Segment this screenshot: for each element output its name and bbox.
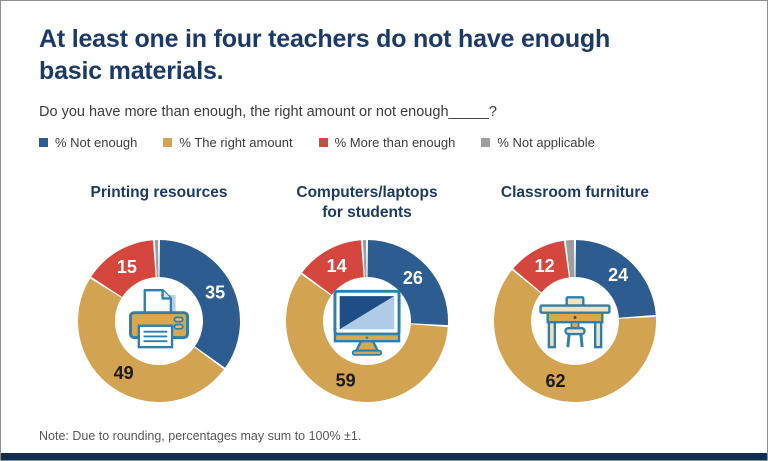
- legend-label: % Not applicable: [497, 135, 595, 150]
- chart-title: Classroom furniture: [500, 184, 650, 201]
- donut-segment-not-applicable: [154, 240, 159, 278]
- donut-chart-classroom-furniture: Classroom furniture 24 62 12: [467, 183, 683, 404]
- legend-label: % More than enough: [334, 135, 456, 150]
- donut-printing-resources: 35 49 15: [76, 238, 242, 404]
- segment-value-label: 49: [114, 363, 134, 383]
- segment-value-label: 24: [608, 265, 628, 285]
- desk-icon: [537, 283, 613, 359]
- donut-svg: 26 59 14: [285, 240, 449, 402]
- segment-value-label: 35: [205, 282, 225, 302]
- segment-value-label: 62: [545, 371, 565, 391]
- donut-computers-laptops: 26 59 14: [284, 238, 450, 404]
- donut-chart-computers-laptops: Computers/laptops for students 26 59 14: [259, 183, 475, 404]
- legend-item-more-than-enough: % More than enough: [318, 135, 456, 150]
- segment-value-label: 15: [117, 257, 137, 277]
- legend-swatch-right-amount: [163, 138, 173, 147]
- donut-segment-more-than-enough: [91, 240, 156, 297]
- donut-segment-not-applicable: [362, 240, 367, 278]
- legend-swatch-not-enough: [39, 138, 48, 147]
- rounding-note: Note: Due to rounding, percentages may s…: [39, 429, 362, 443]
- printer-icon: [121, 283, 197, 359]
- donut-segment-not-enough: [575, 240, 656, 318]
- segment-value-label: 26: [403, 268, 423, 288]
- legend-item-not-enough: % Not enough: [39, 135, 137, 150]
- donut-chart-printing-resources: Printing resources 35 49 15: [51, 183, 267, 404]
- donut-segment-right-amount: [494, 270, 657, 402]
- chart-legend: % Not enough % The right amount % More t…: [39, 135, 595, 150]
- legend-label: % Not enough: [55, 135, 138, 150]
- segment-value-label: 59: [336, 370, 356, 390]
- donut-segment-right-amount: [285, 274, 448, 402]
- legend-label: % The right amount: [179, 135, 293, 150]
- donut-segment-not-enough: [159, 240, 241, 368]
- chart-title: Printing resources: [90, 184, 228, 201]
- computer-icon: [329, 283, 405, 359]
- legend-swatch-not-applicable: [481, 138, 491, 147]
- donut-segment-more-than-enough: [513, 240, 569, 293]
- donut-segment-not-applicable: [565, 240, 575, 278]
- donut-segment-not-enough: [367, 240, 449, 326]
- chart-title: Computers/laptops for students: [296, 184, 438, 221]
- donut-svg: 24 62 12: [494, 240, 657, 402]
- donut-classroom-furniture: 24 62 12: [492, 238, 658, 404]
- donut-svg: 35 49 15: [77, 240, 241, 403]
- page-title: At least one in four teachers do not hav…: [39, 25, 611, 85]
- donut-segment-right-amount: [77, 278, 224, 403]
- legend-item-not-applicable: % Not applicable: [481, 135, 595, 150]
- bottom-accent-bar: [1, 453, 767, 460]
- legend-item-right-amount: % The right amount: [163, 135, 293, 150]
- donut-segment-more-than-enough: [302, 240, 364, 295]
- segment-value-label: 12: [535, 256, 555, 276]
- segment-value-label: 14: [327, 256, 347, 276]
- survey-question: Do you have more than enough, the right …: [39, 104, 497, 120]
- legend-swatch-more-than-enough: [318, 138, 328, 147]
